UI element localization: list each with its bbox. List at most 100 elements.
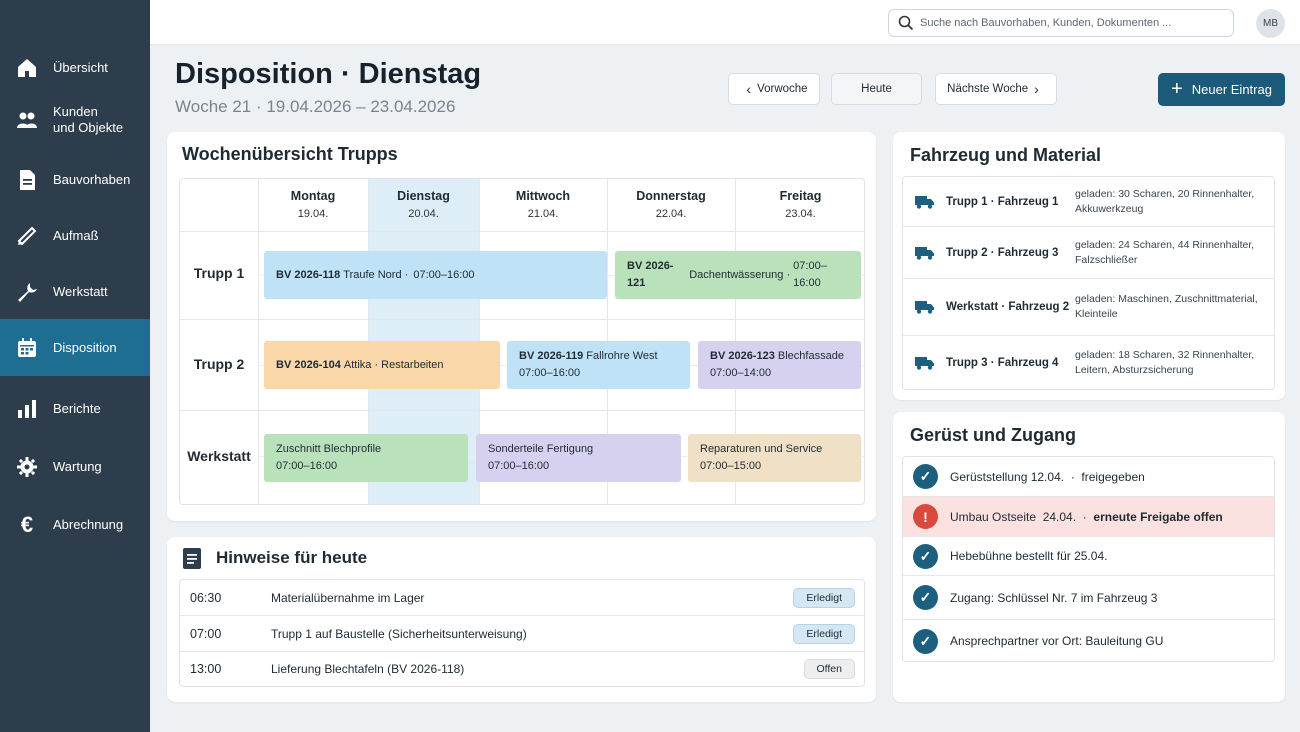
sidebar-item-werkstatt[interactable]: Werkstatt <box>0 272 150 312</box>
entry-name: Dachentwässerung <box>689 268 784 281</box>
vehicle-row[interactable]: Trupp 1 · Fahrzeug 1 geladen: 30 Scharen… <box>903 177 1274 227</box>
next-week-button[interactable]: Nächste Woche › <box>935 73 1057 105</box>
truck-icon <box>915 245 935 261</box>
note-text: Materialübernahme im Lager <box>271 590 425 605</box>
today-label: Heute <box>861 83 892 95</box>
sidebar-item-disposition[interactable]: Disposition <box>0 319 150 376</box>
day-date: 20.04. <box>408 208 439 220</box>
vehicle-row[interactable]: Trupp 3 · Fahrzeug 4 geladen: 18 Scharen… <box>903 336 1274 390</box>
day-date: 21.04. <box>527 208 559 220</box>
schedule-entry[interactable]: Reparaturen und Service 07:00–15:00 <box>688 434 861 482</box>
vehicle-load: geladen: 30 Scharen, 20 Rinnenhalter, Ak… <box>1075 187 1255 215</box>
check-icon: ✓ <box>913 464 938 489</box>
row-label-trupp-1: Trupp 1 <box>193 265 245 281</box>
truck-icon <box>915 194 935 210</box>
avatar[interactable]: MB <box>1256 9 1285 38</box>
next-week-label: Nächste Woche <box>947 83 1029 95</box>
sidebar: Übersicht Kunden und Objekte Bauvorhaben… <box>0 0 150 732</box>
sidebar-item-berichte[interactable]: Berichte <box>0 389 150 429</box>
access-text-part: Umbau Ostseite 24.04. · <box>950 509 1094 524</box>
vehicle-row[interactable]: Werkstatt · Fahrzeug 2 geladen: Maschine… <box>903 279 1274 336</box>
day-header-wednesday: Mittwoch 21.04. <box>479 189 607 220</box>
truck-icon <box>915 355 935 371</box>
sidebar-item-abrechnung[interactable]: € Abrechnung <box>0 505 150 545</box>
schedule-entry[interactable]: BV 2026-119 Fallrohre West 07:00–16:00 <box>507 341 690 389</box>
entry-time: 07:00–16:00 <box>276 460 338 472</box>
row-label-trupp-2: Trupp 2 <box>193 356 245 372</box>
chevron-left-icon: ‹ <box>746 81 752 97</box>
sidebar-item-wartung[interactable]: Wartung <box>0 447 150 487</box>
notes-title: Hinweise für heute <box>216 548 368 567</box>
row-label-werkstatt: Werkstatt <box>187 448 251 464</box>
schedule-entry[interactable]: Sonderteile Fertigung 07:00–16:00 <box>476 434 681 482</box>
schedule-entry[interactable]: Zuschnitt Blechprofile 07:00–16:00 <box>264 434 468 482</box>
sidebar-item-label: Abrechnung <box>53 517 124 532</box>
page-subtitle: Woche 21 · 19.04.2026 – 23.04.2026 <box>175 97 456 116</box>
entry-time: 07:00–16:00 <box>413 268 475 281</box>
new-entry-button[interactable]: + Neuer Eintrag <box>1158 73 1285 106</box>
sidebar-item-kunden[interactable]: Kunden und Objekte <box>0 100 150 140</box>
day-header-friday: Freitag 23.04. <box>735 189 864 220</box>
chevron-right-icon: › <box>1034 81 1039 97</box>
document-icon <box>16 169 38 191</box>
day-name: Donnerstag <box>636 189 706 203</box>
note-text: Trupp 1 auf Baustelle (Sicherheitsunterw… <box>271 626 527 641</box>
entry-name: Sonderteile Fertigung <box>488 443 594 455</box>
entry-code: BV 2026-123 <box>710 350 775 362</box>
status-badge[interactable]: Erledigt <box>793 587 855 608</box>
status-badge[interactable]: Erledigt <box>793 623 855 644</box>
vehicle-row[interactable]: Trupp 2 · Fahrzeug 3 geladen: 24 Scharen… <box>903 227 1274 279</box>
sidebar-item-bauvorhaben[interactable]: Bauvorhaben <box>0 160 150 200</box>
truck-icon <box>915 299 935 315</box>
entry-name: Blechfassade <box>777 350 844 362</box>
entry-name: Traufe Nord <box>343 268 402 281</box>
sidebar-item-uebersicht[interactable]: Übersicht <box>0 48 150 88</box>
calendar-icon <box>16 337 38 359</box>
day-name: Freitag <box>779 189 822 203</box>
access-text: Hebebühne bestellt für 25.04. <box>950 549 1108 563</box>
page-title: Disposition · Dienstag <box>175 58 482 90</box>
access-item: ! Umbau Ostseite 24.04. · erneute Freiga… <box>903 497 1274 536</box>
previous-week-button[interactable]: ‹ Vorwoche <box>728 73 820 105</box>
access-item: ✓ Hebebühne bestellt für 25.04. <box>903 536 1274 576</box>
sidebar-item-label: Werkstatt <box>53 284 108 299</box>
entry-time: 07:00–16:00 <box>519 367 581 379</box>
vehicle-name: Trupp 1 · Fahrzeug 1 <box>946 195 1059 208</box>
access-title: Gerüst und Zugang <box>910 425 1076 445</box>
sidebar-item-label: Berichte <box>53 401 101 416</box>
check-icon: ✓ <box>913 543 938 569</box>
access-text-emphasis: erneute Freigabe offen <box>1093 509 1223 524</box>
access-item: ✓ Ansprechpartner vor Ort: Bauleitung GU <box>903 620 1274 661</box>
list-item: 13:00 Lieferung Blechtafeln (BV 2026-118… <box>180 651 864 687</box>
entry-separator: · <box>783 268 794 281</box>
access-item: ✓ Zugang: Schlüssel Nr. 7 im Fahrzeug 3 <box>903 576 1274 620</box>
schedule-entry[interactable]: BV 2026-118 Traufe Nord · 07:00–16:00 <box>264 251 607 299</box>
day-header-monday: Montag 19.04. <box>258 189 368 220</box>
search-input[interactable] <box>920 17 1220 29</box>
week-grid: Montag 19.04. Dienstag 20.04. Mittwoch 2… <box>179 178 865 505</box>
list-item: 07:00 Trupp 1 auf Baustelle (Sicherheits… <box>180 616 864 652</box>
entry-code: BV 2026-104 <box>276 358 341 371</box>
vehicle-name: Werkstatt · Fahrzeug 2 <box>946 301 1070 313</box>
home-icon <box>16 57 38 79</box>
day-name: Mittwoch <box>515 189 571 203</box>
search-box[interactable] <box>888 9 1234 37</box>
vehicle-load: geladen: Maschinen, Zuschnittmaterial, K… <box>1075 293 1258 320</box>
entry-name: Reparaturen und Service <box>700 443 823 455</box>
schedule-entry[interactable]: BV 2026-104 Attika · Restarbeiten <box>264 341 500 389</box>
entry-code: BV 2026-118 <box>276 268 341 281</box>
sidebar-item-label: Wartung <box>53 459 102 474</box>
vehicle-load: geladen: 18 Scharen, 32 Rinnenhalter, Le… <box>1075 349 1255 376</box>
vehicles-list: Trupp 1 · Fahrzeug 1 geladen: 30 Scharen… <box>902 176 1275 390</box>
vehicles-title: Fahrzeug und Material <box>910 145 1102 165</box>
sidebar-item-aufmass[interactable]: Aufmaß <box>0 216 150 256</box>
note-time: 06:30 <box>190 590 222 605</box>
top-bar: MB <box>150 0 1300 45</box>
vehicle-name: Trupp 3 · Fahrzeug 4 <box>946 357 1059 369</box>
today-button[interactable]: Heute <box>831 73 922 105</box>
users-icon <box>16 109 38 131</box>
schedule-entry[interactable]: BV 2026-123 Blechfassade 07:00–14:00 <box>698 341 861 389</box>
status-badge[interactable]: Offen <box>803 659 855 679</box>
note-time: 07:00 <box>190 626 222 641</box>
schedule-entry[interactable]: BV 2026-121 Dachentwässerung · 07:00–16:… <box>615 251 861 299</box>
